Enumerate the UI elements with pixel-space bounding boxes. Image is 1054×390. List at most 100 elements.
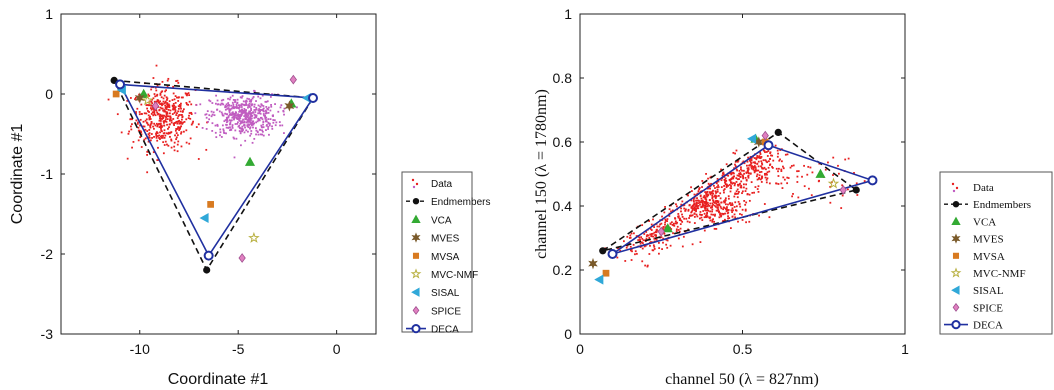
data-point (258, 111, 261, 114)
data-point (748, 220, 751, 223)
data-point (164, 115, 167, 118)
data-point (710, 213, 713, 216)
data-point (175, 128, 178, 130)
data-point (270, 103, 272, 106)
data-point (171, 113, 174, 115)
data-point (165, 112, 168, 115)
data-point (617, 246, 620, 249)
data-point (165, 108, 168, 110)
data-point (158, 101, 161, 104)
left-data-points (107, 64, 298, 174)
data-point (708, 205, 711, 207)
data-point (727, 184, 730, 187)
data-point (747, 156, 750, 159)
data-point (760, 181, 763, 183)
data-point (155, 89, 158, 92)
data-point (792, 193, 794, 195)
data-point (146, 104, 149, 106)
data-point (711, 210, 713, 213)
data-point (715, 209, 718, 212)
data-point (668, 215, 671, 217)
data-point (711, 208, 714, 211)
data-point (166, 103, 168, 106)
data-point (267, 111, 270, 114)
data-point (160, 91, 163, 94)
data-point (147, 104, 150, 107)
left-legend: Data Endmembers VCA MVES MVSA MVC-NMF SISAL SPI… (401, 171, 490, 336)
data-point (185, 118, 188, 121)
data-point (151, 102, 154, 105)
data-point (736, 174, 739, 177)
data-point (164, 101, 167, 104)
data-point (228, 119, 231, 122)
data-point (245, 116, 248, 118)
data-point (712, 213, 715, 216)
data-point (170, 119, 173, 122)
data-point (824, 168, 827, 171)
data-point (166, 85, 169, 88)
data-point (249, 100, 252, 102)
data-point (222, 128, 225, 131)
data-point (177, 115, 180, 118)
data-point (646, 265, 649, 268)
data-point (732, 182, 735, 184)
data-point (183, 120, 186, 123)
data-point (253, 109, 256, 111)
data-point (721, 174, 724, 177)
data-point (760, 165, 762, 168)
data-point (771, 165, 773, 168)
data-point (732, 177, 735, 180)
data-point (703, 201, 706, 203)
data-point (733, 213, 736, 216)
data-point (232, 113, 235, 116)
data-point (267, 128, 269, 130)
data-point (241, 127, 244, 130)
data-point (771, 154, 774, 157)
legend-label: SISAL (973, 285, 1004, 297)
data-point (740, 180, 743, 183)
data-point (229, 121, 232, 124)
data-point (749, 172, 752, 175)
data-point (180, 96, 183, 99)
data-point (177, 126, 180, 129)
left-ticks: -10 -5 0 1 0 -1 -2 -3 (41, 6, 376, 357)
data-point (228, 104, 230, 107)
data-point (264, 109, 267, 112)
data-point (244, 116, 247, 119)
data-point (159, 113, 162, 116)
data-point (747, 176, 750, 179)
data-point (197, 123, 200, 126)
legend-label: VCA (431, 215, 452, 226)
data-point (156, 111, 159, 114)
data-point (153, 108, 155, 111)
endmember-marker (774, 128, 782, 136)
data-point (717, 208, 720, 211)
y-tick-label: -2 (41, 246, 54, 262)
data-point (163, 124, 166, 127)
data-point (764, 172, 766, 175)
data-point (168, 112, 171, 115)
data-point (274, 103, 276, 105)
data-point (735, 209, 738, 212)
data-point (761, 162, 763, 165)
data-point (179, 110, 182, 113)
data-point (262, 113, 265, 115)
data-point (746, 167, 749, 170)
data-point (680, 210, 682, 213)
data-point (745, 179, 748, 182)
data-point (680, 207, 682, 210)
data-point (738, 174, 740, 177)
data-point (234, 111, 237, 114)
data-point (137, 139, 140, 142)
data-point (644, 264, 647, 267)
data-point (723, 191, 725, 194)
data-point (808, 187, 810, 190)
data-point (148, 117, 151, 119)
data-point (229, 108, 232, 111)
data-point (728, 202, 731, 205)
vca-marker (815, 168, 826, 178)
data-point (154, 114, 157, 117)
data-point (138, 113, 141, 116)
data-point (185, 129, 188, 132)
data-point (191, 122, 194, 125)
